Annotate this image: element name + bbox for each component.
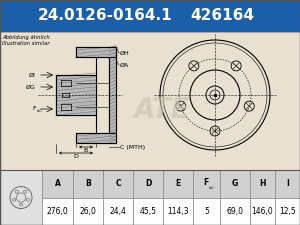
Bar [0, 0, 300, 32]
Bar [193, 198, 220, 225]
Bar [133, 170, 163, 198]
Bar [42, 170, 73, 198]
Text: ØA: ØA [120, 63, 129, 68]
Text: 5: 5 [204, 207, 209, 216]
Bar [73, 170, 103, 198]
Text: I: I [286, 179, 289, 188]
Text: Abbildung ähnlich
Illustration similar: Abbildung ähnlich Illustration similar [2, 35, 50, 46]
Text: (x): (x) [37, 109, 42, 113]
Text: ØI: ØI [29, 72, 36, 77]
Text: 24.0126-0164.1: 24.0126-0164.1 [38, 9, 172, 23]
Text: 26,0: 26,0 [80, 207, 96, 216]
Text: 276,0: 276,0 [46, 207, 68, 216]
Text: C: C [115, 179, 121, 188]
Text: 12,5: 12,5 [279, 207, 296, 216]
Text: H: H [259, 179, 266, 188]
Text: B: B [84, 148, 88, 153]
Text: C (MTH): C (MTH) [120, 144, 145, 149]
Bar [42, 198, 73, 225]
Bar [275, 170, 300, 198]
Bar [103, 170, 133, 198]
Bar [0, 170, 300, 225]
Bar [73, 198, 103, 225]
Bar [0, 32, 300, 170]
Bar [275, 198, 300, 225]
Text: D: D [74, 154, 78, 159]
Bar [103, 198, 133, 225]
Text: G: G [232, 179, 238, 188]
Text: D: D [145, 179, 151, 188]
Bar [0, 170, 300, 225]
Text: B: B [85, 179, 91, 188]
Bar [133, 198, 163, 225]
Text: 45,5: 45,5 [140, 207, 157, 216]
Text: E: E [176, 179, 181, 188]
Bar [220, 198, 250, 225]
Text: ATE: ATE [134, 96, 190, 124]
Text: 426164: 426164 [190, 9, 254, 23]
Bar [163, 170, 193, 198]
Text: F: F [203, 178, 208, 187]
Text: ØG: ØG [26, 85, 36, 90]
Bar [250, 198, 275, 225]
Bar [163, 198, 193, 225]
Bar [220, 170, 250, 198]
Bar [193, 170, 220, 198]
Text: F: F [32, 106, 36, 112]
Text: ØH: ØH [120, 50, 130, 56]
Text: 114,3: 114,3 [167, 207, 189, 216]
Text: 24,4: 24,4 [110, 207, 126, 216]
Text: A: A [55, 179, 60, 188]
Bar [0, 170, 42, 225]
Text: (x): (x) [208, 186, 214, 190]
Text: 146,0: 146,0 [252, 207, 273, 216]
Bar [250, 170, 275, 198]
Text: 69,0: 69,0 [226, 207, 244, 216]
